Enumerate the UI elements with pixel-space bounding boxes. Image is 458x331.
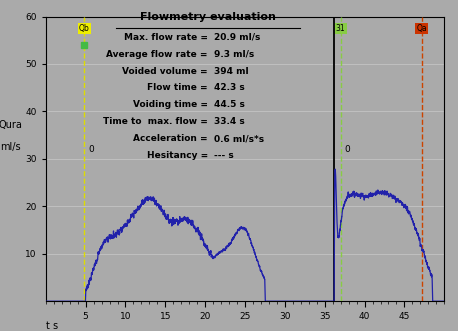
Text: 0.6 ml/s*s: 0.6 ml/s*s	[214, 134, 264, 143]
Text: Acceleration =: Acceleration =	[133, 134, 208, 143]
Text: 44.5 s: 44.5 s	[214, 100, 245, 109]
Text: Flow time =: Flow time =	[147, 83, 208, 92]
Text: 33.4 s: 33.4 s	[214, 117, 245, 126]
Text: --- s: --- s	[214, 151, 234, 160]
Text: Voiding time =: Voiding time =	[133, 100, 208, 109]
Text: t s: t s	[46, 321, 58, 331]
Text: 31: 31	[336, 24, 345, 33]
Text: Flowmetry evaluation: Flowmetry evaluation	[140, 12, 276, 22]
Text: Qura: Qura	[0, 120, 22, 130]
Text: 0: 0	[88, 145, 94, 154]
Text: Qa: Qa	[417, 24, 427, 33]
Text: 0: 0	[344, 145, 350, 154]
Text: Hesitancy =: Hesitancy =	[147, 151, 208, 160]
Text: 42.3 s: 42.3 s	[214, 83, 245, 92]
Text: Max. flow rate =: Max. flow rate =	[124, 33, 208, 42]
Text: 20.9 ml/s: 20.9 ml/s	[214, 33, 260, 42]
Text: Voided volume =: Voided volume =	[122, 67, 208, 75]
Text: Time to  max. flow =: Time to max. flow =	[103, 117, 208, 126]
Text: ml/s: ml/s	[0, 142, 20, 153]
Text: 394 ml: 394 ml	[214, 67, 248, 75]
Text: 9.3 ml/s: 9.3 ml/s	[214, 50, 254, 59]
Text: Average flow rate =: Average flow rate =	[107, 50, 208, 59]
Text: Qb: Qb	[79, 24, 89, 33]
